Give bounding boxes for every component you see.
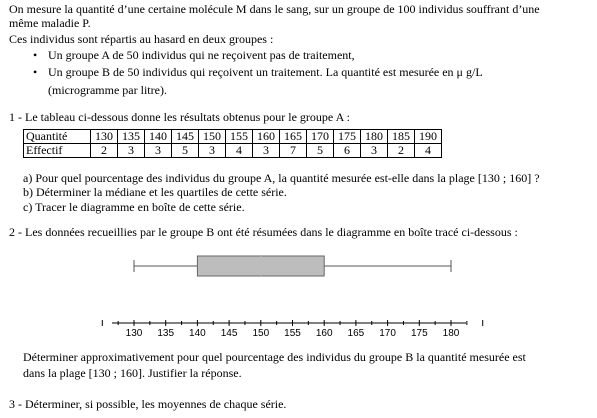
table-cell: 135 <box>117 129 145 144</box>
table-cell: 145 <box>171 129 199 144</box>
tick-label: 140 <box>189 328 206 339</box>
bullet-text-group-a: Un groupe A de 50 individus qui ne reçoi… <box>48 48 355 62</box>
tick-label: 180 <box>443 328 460 339</box>
boxplot-diagram: 130 135 140 145 150 155 160 165 170 175 180 <box>101 255 484 339</box>
question-1c: c) Tracer le diagramme en boîte de cette… <box>23 200 245 214</box>
table-cell: 160 <box>252 129 280 144</box>
table-cell: 155 <box>225 129 253 144</box>
table-cell: 5 <box>171 143 199 158</box>
table-cell: 6 <box>333 143 361 158</box>
table-cell: 7 <box>279 143 307 158</box>
tick-label: 165 <box>348 328 365 339</box>
row-label-effectif: Effectif <box>23 143 91 158</box>
table-cell: 165 <box>279 129 307 144</box>
table-cell: 180 <box>360 129 388 144</box>
bullet-text-group-b: Un groupe B de 50 individus qui reçoiven… <box>48 65 483 79</box>
tick-label: 130 <box>126 328 143 339</box>
bullet-icon: • <box>33 48 38 62</box>
table-cell: 3 <box>252 143 280 158</box>
table-cell: 190 <box>414 129 442 144</box>
row-label-quantite: Quantité <box>23 129 91 144</box>
question-1-title: 1 - Le tableau ci-dessous donne les résu… <box>9 110 350 124</box>
question-1a: a) Pour quel pourcentage des individus d… <box>23 171 540 185</box>
tick-label: 150 <box>252 328 269 339</box>
bullet-icon: • <box>33 65 38 79</box>
intro-line-1: On mesure la quantité d’une certaine mol… <box>9 2 540 16</box>
table-cell: 170 <box>306 129 334 144</box>
intro-line-2: même maladie P. <box>9 16 91 30</box>
question-3-title: 3 - Déterminer, si possible, les moyenne… <box>9 397 287 411</box>
bullet-text-group-b-cont: (microgramme par litre). <box>48 83 167 97</box>
question-2-text-2: dans la plage [130 ; 160]. Justifier la … <box>23 366 242 380</box>
tick-label: 160 <box>316 328 333 339</box>
table-cell: 130 <box>90 129 118 144</box>
question-1b: b) Déterminer la médiane et les quartile… <box>23 185 287 199</box>
table-row-quantite: Quantité 130 135 140 145 150 155 160 165… <box>23 129 442 144</box>
table-row-effectif: Effectif 2 3 3 5 3 4 3 7 5 6 3 2 4 <box>23 143 442 158</box>
table-cell: 5 <box>306 143 334 158</box>
table-cell: 140 <box>144 129 172 144</box>
data-table-group-a: Quantité 130 135 140 145 150 155 160 165… <box>23 129 442 158</box>
table-cell: 185 <box>387 129 415 144</box>
tick-label: 170 <box>379 328 396 339</box>
table-cell: 3 <box>198 143 226 158</box>
table-cell: 2 <box>387 143 415 158</box>
table-cell: 150 <box>198 129 226 144</box>
table-cell: 3 <box>360 143 388 158</box>
table-cell: 4 <box>414 143 442 158</box>
table-cell: 3 <box>117 143 145 158</box>
tick-label: 135 <box>157 328 174 339</box>
tick-label: 175 <box>411 328 428 339</box>
table-cell: 175 <box>333 129 361 144</box>
table-cell: 4 <box>225 143 253 158</box>
tick-label: 155 <box>284 328 301 339</box>
question-2-title: 2 - Les données recueillies par le group… <box>9 225 518 239</box>
table-cell: 3 <box>144 143 172 158</box>
intro-line-3: Ces individus sont répartis au hasard en… <box>9 32 274 46</box>
table-cell: 2 <box>90 143 118 158</box>
tick-label: 145 <box>221 328 238 339</box>
question-2-text-1: Déterminer approximativement pour quel p… <box>23 350 526 364</box>
